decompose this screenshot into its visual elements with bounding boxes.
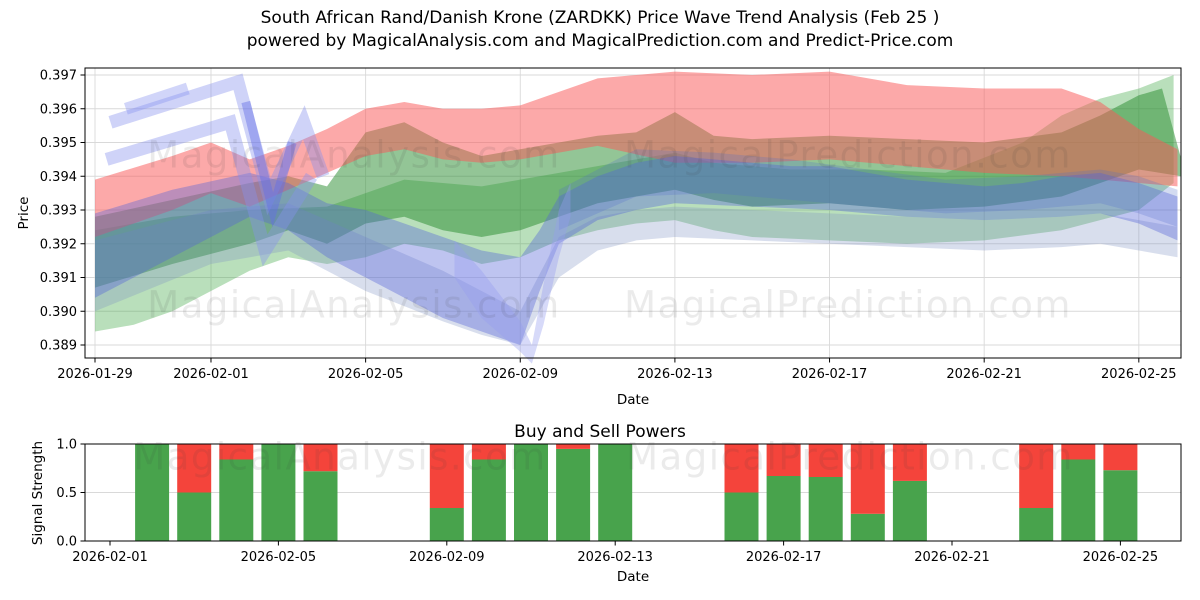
signal-strength-axis-label: Signal Strength	[30, 440, 46, 546]
sell-bar-2026-02-06	[303, 444, 338, 472]
buy-bar-2026-02-02	[135, 444, 170, 541]
price-tick-label: 0.391	[40, 271, 77, 286]
buy-bar-2026-02-13	[598, 444, 633, 541]
buy-bar-2026-02-03	[177, 492, 212, 541]
buy-sell-chart: 0.0 0.5 1.0 2026-02-01 2026-02-05 2026-02-09 2…	[56, 438, 1182, 565]
date-tick-label: 2026-02-13	[637, 367, 713, 382]
blue-overlay-band	[558, 149, 1178, 231]
buy-sell-powers-title: Buy and Sell Powers	[514, 422, 686, 442]
signal-tick-label: 0.0	[56, 535, 77, 550]
date-tick-label: 2026-02-21	[946, 367, 1022, 382]
buy-bar-2026-02-16	[724, 492, 759, 541]
date-tick-label: 2026-02-09	[409, 550, 485, 565]
figure-title-line2: powered by MagicalAnalysis.com and Magic…	[246, 31, 954, 52]
price-tick-label: 0.395	[40, 136, 77, 151]
date-tick-label: 2026-02-25	[1101, 367, 1177, 382]
price-chart: 0.389 0.390 0.391 0.392 0.393 0.394 0.395 0.396…	[40, 67, 1182, 382]
sell-bar-2026-02-10	[471, 444, 506, 460]
buy-bar-2026-02-05	[261, 444, 296, 541]
buy-bar-2026-02-24	[1061, 459, 1096, 541]
buy-bar-2026-02-04	[219, 459, 254, 541]
date-axis-label-bottom: Date	[616, 569, 650, 585]
sell-bar-2026-02-18	[808, 444, 843, 477]
figure-title: South African Rand/Danish Krone (ZARDKK)…	[0, 7, 1200, 54]
buy-bar-2026-02-25	[1103, 470, 1138, 541]
figure-title-line1: South African Rand/Danish Krone (ZARDKK)…	[260, 8, 940, 28]
price-tick-label: 0.397	[40, 69, 77, 84]
buy-bar-2026-02-12	[556, 448, 591, 541]
date-axis-label-top: Date	[616, 392, 650, 408]
price-tick-label: 0.389	[40, 339, 77, 354]
price-tick-label: 0.392	[40, 237, 77, 252]
sell-bar-2026-02-03	[177, 444, 212, 493]
date-tick-label: 2026-02-17	[792, 367, 868, 382]
blue-dip-band	[454, 183, 571, 364]
date-tick-label: 2026-02-13	[577, 550, 653, 565]
date-tick-label: 2026-02-21	[914, 550, 990, 565]
zigzag-stroke-3	[124, 82, 190, 115]
buy-bar-2026-02-11	[514, 444, 548, 541]
buy-bar-2026-02-06	[303, 471, 338, 541]
date-tick-label: 2026-02-17	[746, 550, 822, 565]
zigzag-stroke-1	[108, 73, 330, 216]
blue-pale-band	[95, 203, 1178, 345]
red-band	[95, 71, 1178, 237]
green-wide-band	[95, 75, 1174, 332]
price-wave-bands	[95, 71, 1181, 345]
signal-tick-label: 0.5	[56, 486, 77, 501]
buy-bar-2026-02-10	[471, 459, 506, 541]
buy-bar-2026-02-19	[850, 513, 885, 541]
blue-main-band	[95, 156, 1178, 345]
price-tick-label: 0.393	[40, 204, 77, 219]
signal-tick-label: 1.0	[56, 438, 77, 453]
buy-bar-2026-02-20	[892, 480, 927, 541]
date-tick-label: 2026-01-29	[57, 367, 133, 382]
date-tick-label: 2026-02-05	[328, 367, 404, 382]
price-tick-label: 0.396	[40, 102, 77, 117]
zigzag-stroke-2	[104, 114, 318, 267]
date-tick-label: 2026-02-09	[482, 367, 558, 382]
price-chart-frame	[84, 67, 1182, 359]
sell-bar-2026-02-16	[724, 444, 759, 493]
sell-bar-2026-02-23	[1019, 444, 1054, 508]
price-tick-label: 0.390	[40, 305, 77, 320]
sell-bar-2026-02-25	[1103, 444, 1138, 471]
date-tick-label: 2026-02-01	[173, 367, 249, 382]
sell-bar-2026-02-09	[429, 444, 464, 508]
sell-bar-2026-02-12	[556, 444, 591, 449]
date-tick-label: 2026-02-01	[72, 550, 148, 565]
zigzag-stroke-4	[241, 100, 297, 228]
date-tick-label: 2026-02-05	[241, 550, 317, 565]
buy-bar-2026-02-23	[1019, 508, 1054, 541]
sell-bar-2026-02-04	[219, 444, 254, 460]
buy-bar-2026-02-17	[766, 476, 801, 541]
price-axis-label: Price	[16, 196, 32, 230]
buy-bar-2026-02-09	[429, 508, 464, 541]
sell-bar-2026-02-24	[1061, 444, 1096, 460]
sell-bar-2026-02-20	[892, 444, 927, 481]
buy-bar-2026-02-18	[808, 477, 843, 541]
price-tick-label: 0.394	[40, 170, 77, 185]
date-tick-label: 2026-02-25	[1083, 550, 1159, 565]
sell-bar-2026-02-17	[766, 444, 801, 476]
sell-bar-2026-02-19	[850, 444, 885, 514]
